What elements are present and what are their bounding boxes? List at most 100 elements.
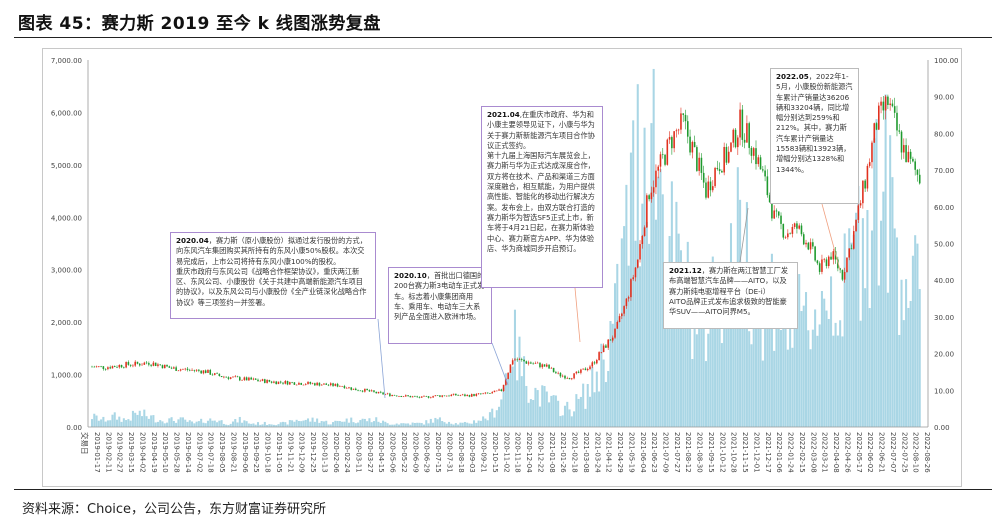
volume-bar: [268, 424, 271, 427]
candle-body: [882, 101, 885, 111]
candle-body: [116, 366, 118, 368]
volume-bar: [577, 398, 580, 427]
candle-body: [220, 376, 223, 378]
volume-bar: [855, 212, 858, 427]
volume-bar: [245, 421, 248, 427]
candle-body: [254, 378, 257, 380]
candle-body: [289, 382, 291, 385]
volume-bar: [361, 418, 364, 427]
volume-bar: [891, 177, 894, 427]
volume-bar: [764, 280, 767, 427]
candle-body: [759, 157, 762, 170]
volume-bar: [550, 395, 553, 427]
candle-body: [229, 377, 232, 379]
volume-bar: [129, 420, 132, 427]
volume-bar: [909, 300, 912, 427]
volume-bar: [832, 335, 835, 427]
volume-bar: [286, 424, 289, 427]
candle-body: [327, 384, 330, 386]
candle-body: [630, 279, 632, 298]
volume-bar: [220, 420, 223, 427]
candle-body: [341, 386, 343, 387]
candle-body: [157, 364, 159, 366]
volume-bar: [611, 323, 614, 427]
volume-bar: [711, 256, 714, 427]
candle-body: [684, 114, 687, 122]
volume-bar: [473, 420, 476, 427]
volume-bar: [534, 387, 537, 427]
candle-body: [789, 233, 791, 235]
candle-body: [377, 391, 380, 394]
x-tick-label: 2021-01-08: [548, 432, 556, 473]
volume-bar: [618, 321, 621, 427]
candle-body: [343, 386, 346, 389]
candle-body: [807, 242, 810, 250]
volume-bar: [686, 241, 689, 427]
x-axis-title: 交易日: [80, 432, 90, 455]
volume-bar: [156, 421, 159, 427]
candle-body: [827, 256, 830, 267]
candle-body: [298, 382, 300, 385]
candle-body: [768, 195, 771, 203]
candle-body: [741, 109, 744, 140]
candle-body: [473, 394, 475, 396]
candle-body: [500, 389, 503, 391]
candle-body: [209, 370, 212, 375]
candle-body: [502, 384, 505, 391]
candle-body: [539, 362, 541, 368]
volume-bar: [436, 419, 439, 427]
x-tick-label: 2020-05-06: [389, 432, 397, 473]
volume-bar: [648, 243, 651, 427]
candle-body: [125, 362, 127, 368]
volume-bar: [404, 423, 407, 427]
x-tick-label: 2020-04-15: [377, 432, 385, 473]
x-tick-label: 2021-04-29: [616, 432, 624, 473]
candle-body: [671, 137, 673, 149]
volume-bar: [179, 417, 182, 427]
candle-body: [161, 365, 164, 369]
volume-bar: [266, 424, 269, 427]
candle-body: [452, 393, 455, 395]
x-tick-label: 2020-09-21: [480, 432, 488, 473]
candle-body: [900, 131, 903, 153]
volume-bar: [723, 320, 726, 427]
volume-bar: [595, 371, 598, 427]
candle-body: [716, 167, 719, 170]
candle-body: [448, 395, 450, 397]
volume-bar: [559, 416, 562, 427]
candle-body: [173, 367, 175, 369]
candle-body: [627, 297, 630, 299]
candle-body: [566, 378, 569, 379]
candle-body: [118, 364, 121, 368]
volume-bar: [811, 329, 814, 427]
volume-bar: [504, 373, 507, 427]
candle-body: [109, 367, 111, 369]
candle-body: [102, 366, 105, 369]
volume-bar: [520, 376, 523, 427]
candle-body: [434, 395, 437, 397]
x-tick-label: 2019-08-21: [229, 432, 237, 473]
candle-body: [141, 364, 143, 366]
x-tick-label: 2021-02-18: [571, 432, 579, 473]
candle-body: [279, 381, 282, 383]
volume-bar: [800, 311, 803, 427]
volume-bar: [438, 417, 441, 427]
volume-bar: [498, 406, 501, 427]
volume-bar: [418, 422, 421, 427]
volume-bar: [466, 422, 469, 427]
candle-body: [755, 148, 757, 165]
volume-bar: [716, 302, 719, 427]
volume-bar: [623, 226, 626, 427]
candle-body: [764, 170, 766, 177]
candle-body: [364, 388, 366, 392]
candle-body: [791, 226, 794, 234]
volume-bar: [641, 203, 644, 427]
candle-body: [207, 370, 209, 373]
x-tick-label: 2022-08-10: [912, 432, 920, 473]
candle-body: [245, 377, 248, 381]
annotation-2020-10: 2020.10，首批出口德国的200台赛力斯3电动车正式发车。标志着小康集团商用…: [388, 267, 492, 344]
candle-body: [868, 162, 871, 166]
volume-bar: [327, 424, 330, 427]
volume-bar: [111, 414, 114, 427]
volume-bar: [254, 424, 257, 427]
